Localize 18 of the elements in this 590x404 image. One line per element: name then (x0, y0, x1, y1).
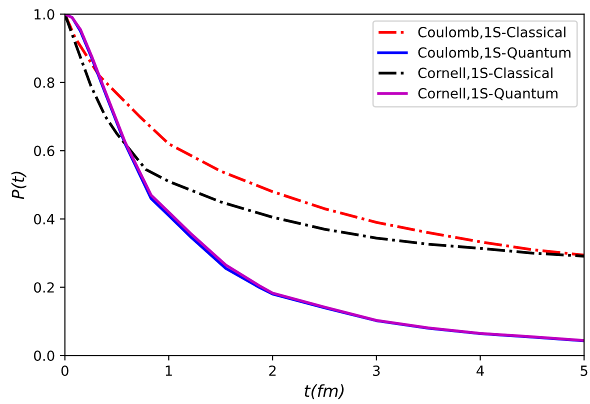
legend-label: Coulomb,1S-Classical (418, 26, 566, 39)
legend-label: Cornell,1S-Classical (418, 67, 552, 80)
y-tick-label: 0.0 (34, 350, 54, 361)
y-tick-label: 0.6 (34, 146, 54, 156)
x-tick-label: 5 (580, 366, 588, 376)
legend-label: Cornell,1S-Quantum (418, 88, 558, 100)
x-tick-label: 2 (269, 365, 276, 376)
legend-label: Coulomb,1S-Quantum (418, 47, 570, 60)
y-tick-label: 0.8 (34, 77, 54, 88)
y-axis-title: P(t) (11, 172, 26, 200)
x-tick-label: 0 (61, 365, 68, 376)
x-tick-label: 4 (476, 366, 484, 376)
x-tick-label: 1 (166, 366, 172, 376)
y-tick-label: 1.0 (34, 9, 54, 20)
y-tick-label: 0.4 (34, 214, 54, 224)
y-tick-label: 0.2 (34, 282, 54, 293)
x-axis-title: t(fm) (304, 384, 344, 400)
x-tick-label: 3 (373, 365, 380, 376)
